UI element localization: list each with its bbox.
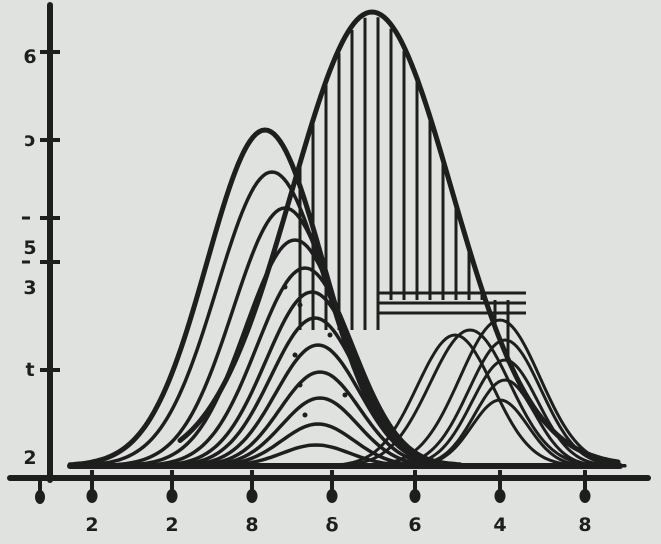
- y-tick-label: 5: [23, 237, 37, 259]
- y-tick-label: 6: [23, 46, 37, 68]
- series-curve-small: [383, 338, 627, 467]
- data-point: [282, 284, 288, 290]
- y-tick-label: 3: [23, 277, 37, 299]
- series-curve-small: [383, 358, 627, 468]
- x-tick-dot: [166, 489, 178, 503]
- series-curve-small: [348, 328, 592, 466]
- x-tick-label: δ: [325, 514, 339, 536]
- data-point: [327, 332, 333, 338]
- series-curve-large: [177, 9, 621, 465]
- x-tick-dot: [246, 489, 258, 503]
- data-point: [302, 412, 308, 418]
- x-tick-dot: [409, 489, 421, 503]
- data-point: [297, 382, 303, 388]
- x-tick-dot: [35, 490, 45, 504]
- y-tick-label: ɔ: [24, 129, 36, 151]
- x-tick-label: 6: [408, 514, 422, 536]
- x-tick-label: 2: [165, 514, 179, 536]
- x-tick-dot: [579, 489, 591, 503]
- y-tick-label: t: [25, 359, 35, 381]
- series-curve-small: [378, 318, 622, 466]
- x-tick-dot: [326, 489, 338, 503]
- x-tick-label: 2: [85, 514, 99, 536]
- data-point: [342, 392, 348, 398]
- x-tick-label: 8: [245, 514, 259, 536]
- data-point: [292, 352, 298, 358]
- data-point: [297, 302, 303, 308]
- x-tick-dot: [494, 489, 506, 503]
- x-tick-label: 4: [493, 514, 507, 536]
- x-tick-label: 8: [578, 514, 592, 536]
- series-curve-small: [333, 333, 577, 467]
- y-tick-label: 2: [23, 447, 37, 469]
- x-tick-dot: [86, 489, 98, 503]
